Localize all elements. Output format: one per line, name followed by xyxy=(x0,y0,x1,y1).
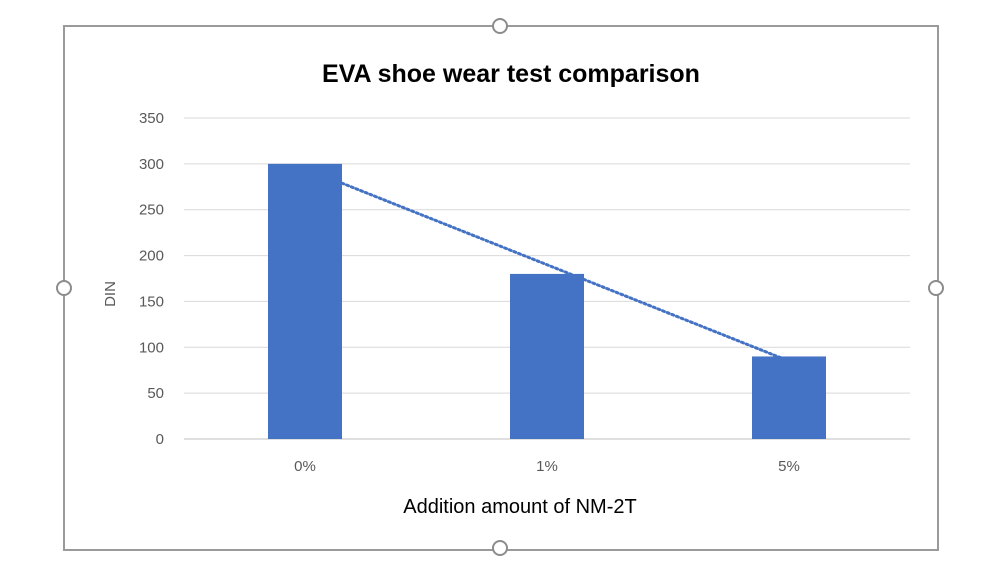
y-tick-label: 350 xyxy=(139,110,164,127)
x-tick-label: 1% xyxy=(536,458,558,475)
resize-handle-left-icon[interactable] xyxy=(56,280,72,296)
chart-title: EVA shoe wear test comparison xyxy=(322,60,700,88)
resize-handle-top-icon[interactable] xyxy=(492,18,508,34)
y-tick-label: 0 xyxy=(156,431,164,448)
resize-handle-bottom-icon[interactable] xyxy=(492,540,508,556)
resize-handle-right-icon[interactable] xyxy=(928,280,944,296)
chart-frame[interactable] xyxy=(63,25,939,551)
x-tick-label: 0% xyxy=(294,458,316,475)
bar-1pct[interactable] xyxy=(510,273,584,439)
y-tick-label: 200 xyxy=(139,248,164,265)
y-tick-label: 250 xyxy=(139,202,164,219)
x-tick-label: 5% xyxy=(778,458,800,475)
y-axis-label: DIN xyxy=(102,281,119,307)
y-tick-labels: 0 50 100 150 200 250 300 350 xyxy=(139,110,164,448)
trendline xyxy=(340,181,791,363)
bars xyxy=(268,163,826,439)
y-tick-label: 150 xyxy=(139,293,164,310)
bar-0pct[interactable] xyxy=(268,163,342,439)
y-tick-label: 50 xyxy=(147,385,164,402)
x-axis-label: Addition amount of NM-2T xyxy=(403,496,636,518)
x-tick-labels: 0% 1% 5% xyxy=(294,458,800,475)
bar-5pct[interactable] xyxy=(752,356,826,439)
y-tick-label: 300 xyxy=(139,156,164,173)
y-tick-label: 100 xyxy=(139,339,164,356)
